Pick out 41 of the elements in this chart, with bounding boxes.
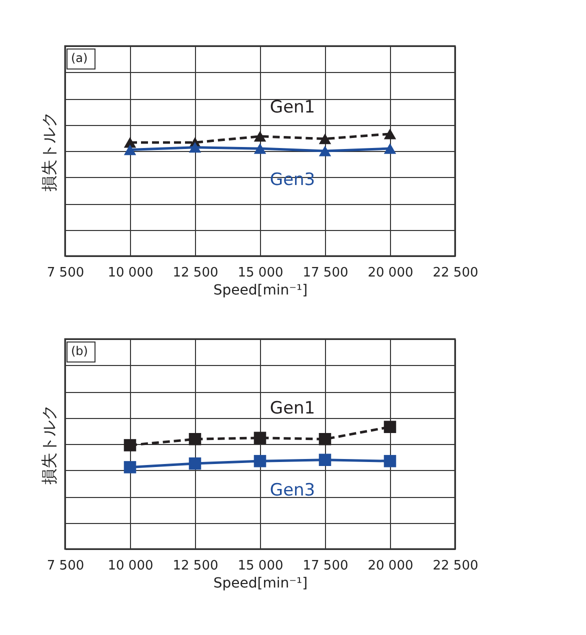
- x-tick-label: 15 000: [238, 558, 284, 574]
- y-axis-title: 損失トルク: [40, 404, 58, 484]
- y-axis-title: 損失トルク: [40, 112, 58, 192]
- point: [318, 454, 332, 466]
- x-tick-label: 22 500: [432, 558, 478, 574]
- text: (b): [71, 344, 88, 358]
- x-tick-label: 15 000: [238, 266, 284, 280]
- point: [188, 142, 202, 153]
- x-tick-label: 17 500: [302, 558, 348, 574]
- point: [124, 144, 136, 156]
- point: [318, 133, 332, 144]
- point: [254, 432, 266, 444]
- point: [124, 439, 136, 452]
- point: [188, 457, 202, 470]
- x-tick-label: 12 500: [172, 266, 218, 280]
- series-label: Gen3: [270, 480, 316, 500]
- x-tick-label: 17 500: [302, 266, 348, 280]
- x-tick-label: 22 500: [432, 266, 478, 280]
- point: [254, 131, 266, 142]
- series-label: Gen1: [270, 98, 316, 118]
- point: [384, 454, 396, 468]
- point: [384, 420, 396, 434]
- x-tick-label: 20 000: [368, 558, 414, 574]
- point: [318, 432, 332, 446]
- x-tick-label: 10 000: [108, 558, 154, 574]
- point: [384, 128, 396, 140]
- point: [318, 146, 332, 156]
- x-tick-label: 7 500: [46, 266, 84, 280]
- point: [384, 143, 396, 154]
- x-tick-label: 10 000: [108, 266, 154, 280]
- point: [254, 454, 266, 468]
- x-tick-label: 12 500: [172, 558, 218, 574]
- x-tick-label: 20 000: [368, 266, 414, 280]
- x-axis-title: Speed[min⁻¹]: [213, 576, 308, 592]
- point: [254, 143, 266, 154]
- series-label: Gen1: [270, 398, 316, 419]
- point: [188, 432, 202, 446]
- x-axis-title: Speed[min⁻¹]: [213, 282, 308, 298]
- point: [124, 461, 136, 474]
- x-tick-label: 7 500: [46, 558, 84, 574]
- text: (a): [71, 51, 88, 65]
